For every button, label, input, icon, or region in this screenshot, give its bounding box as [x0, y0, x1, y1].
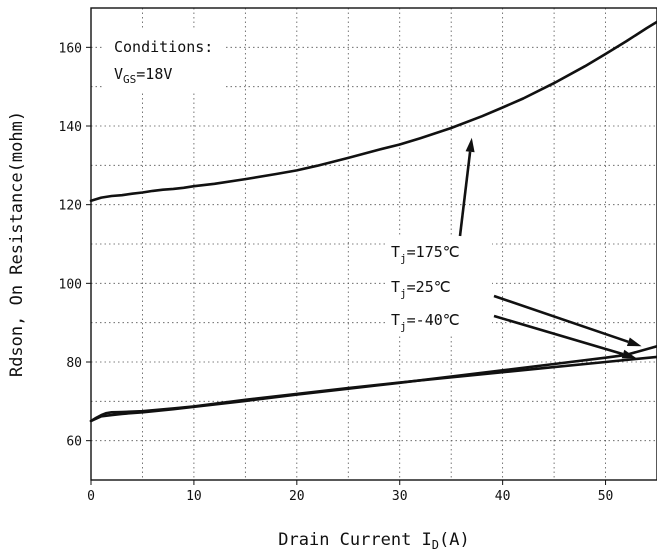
series-labels: Tj=175℃ Tj=25℃ Tj=-40℃ [386, 236, 492, 336]
label-tj-minus40: Tj=-40℃ [391, 311, 460, 333]
annotation-arrows [458, 137, 642, 359]
arrowhead-tj-175 [465, 137, 475, 153]
arrowhead-tj-minus40 [621, 349, 637, 359]
data-series [89, 20, 657, 423]
arrow-tj-175 [458, 151, 472, 237]
x-axis-title: Drain Current ID(A) [278, 530, 469, 552]
curve-tj-175 [89, 20, 657, 202]
curve-tj-25 [89, 345, 657, 423]
y-tick-label: 100 [59, 277, 82, 292]
y-axis-ticks: 60 80 100 120 140 160 [59, 41, 91, 450]
y-tick-label: 160 [59, 41, 82, 56]
y-tick-label: 120 [59, 199, 82, 214]
y-tick-label: 80 [66, 356, 82, 371]
x-axis-ticks: 0 10 20 30 40 50 [87, 480, 613, 504]
arrow-tj-minus40 [493, 314, 624, 356]
conditions-title: Conditions: [114, 38, 213, 56]
y-tick-label: 140 [59, 120, 82, 135]
y-axis-title: Rdson, On Resistance(mohm) [7, 111, 27, 377]
conditions-vgs: VGS=18V [114, 65, 172, 86]
y-tick-label: 60 [66, 435, 82, 450]
x-tick-label: 40 [495, 489, 511, 504]
curve-tj-minus40 [89, 355, 657, 423]
label-tj-175: Tj=175℃ [391, 243, 460, 265]
label-tj-25: Tj=25℃ [391, 278, 451, 300]
conditions-note: Conditions: VGS=18V [104, 30, 226, 92]
plot-area-frame [90, 7, 657, 481]
arrowhead-tj-25 [626, 337, 642, 347]
x-tick-label: 0 [87, 489, 95, 504]
x-tick-label: 50 [598, 489, 614, 504]
x-tick-label: 30 [392, 489, 408, 504]
arrow-tj-25 [493, 294, 629, 344]
x-tick-label: 20 [289, 489, 305, 504]
x-tick-label: 10 [186, 489, 202, 504]
